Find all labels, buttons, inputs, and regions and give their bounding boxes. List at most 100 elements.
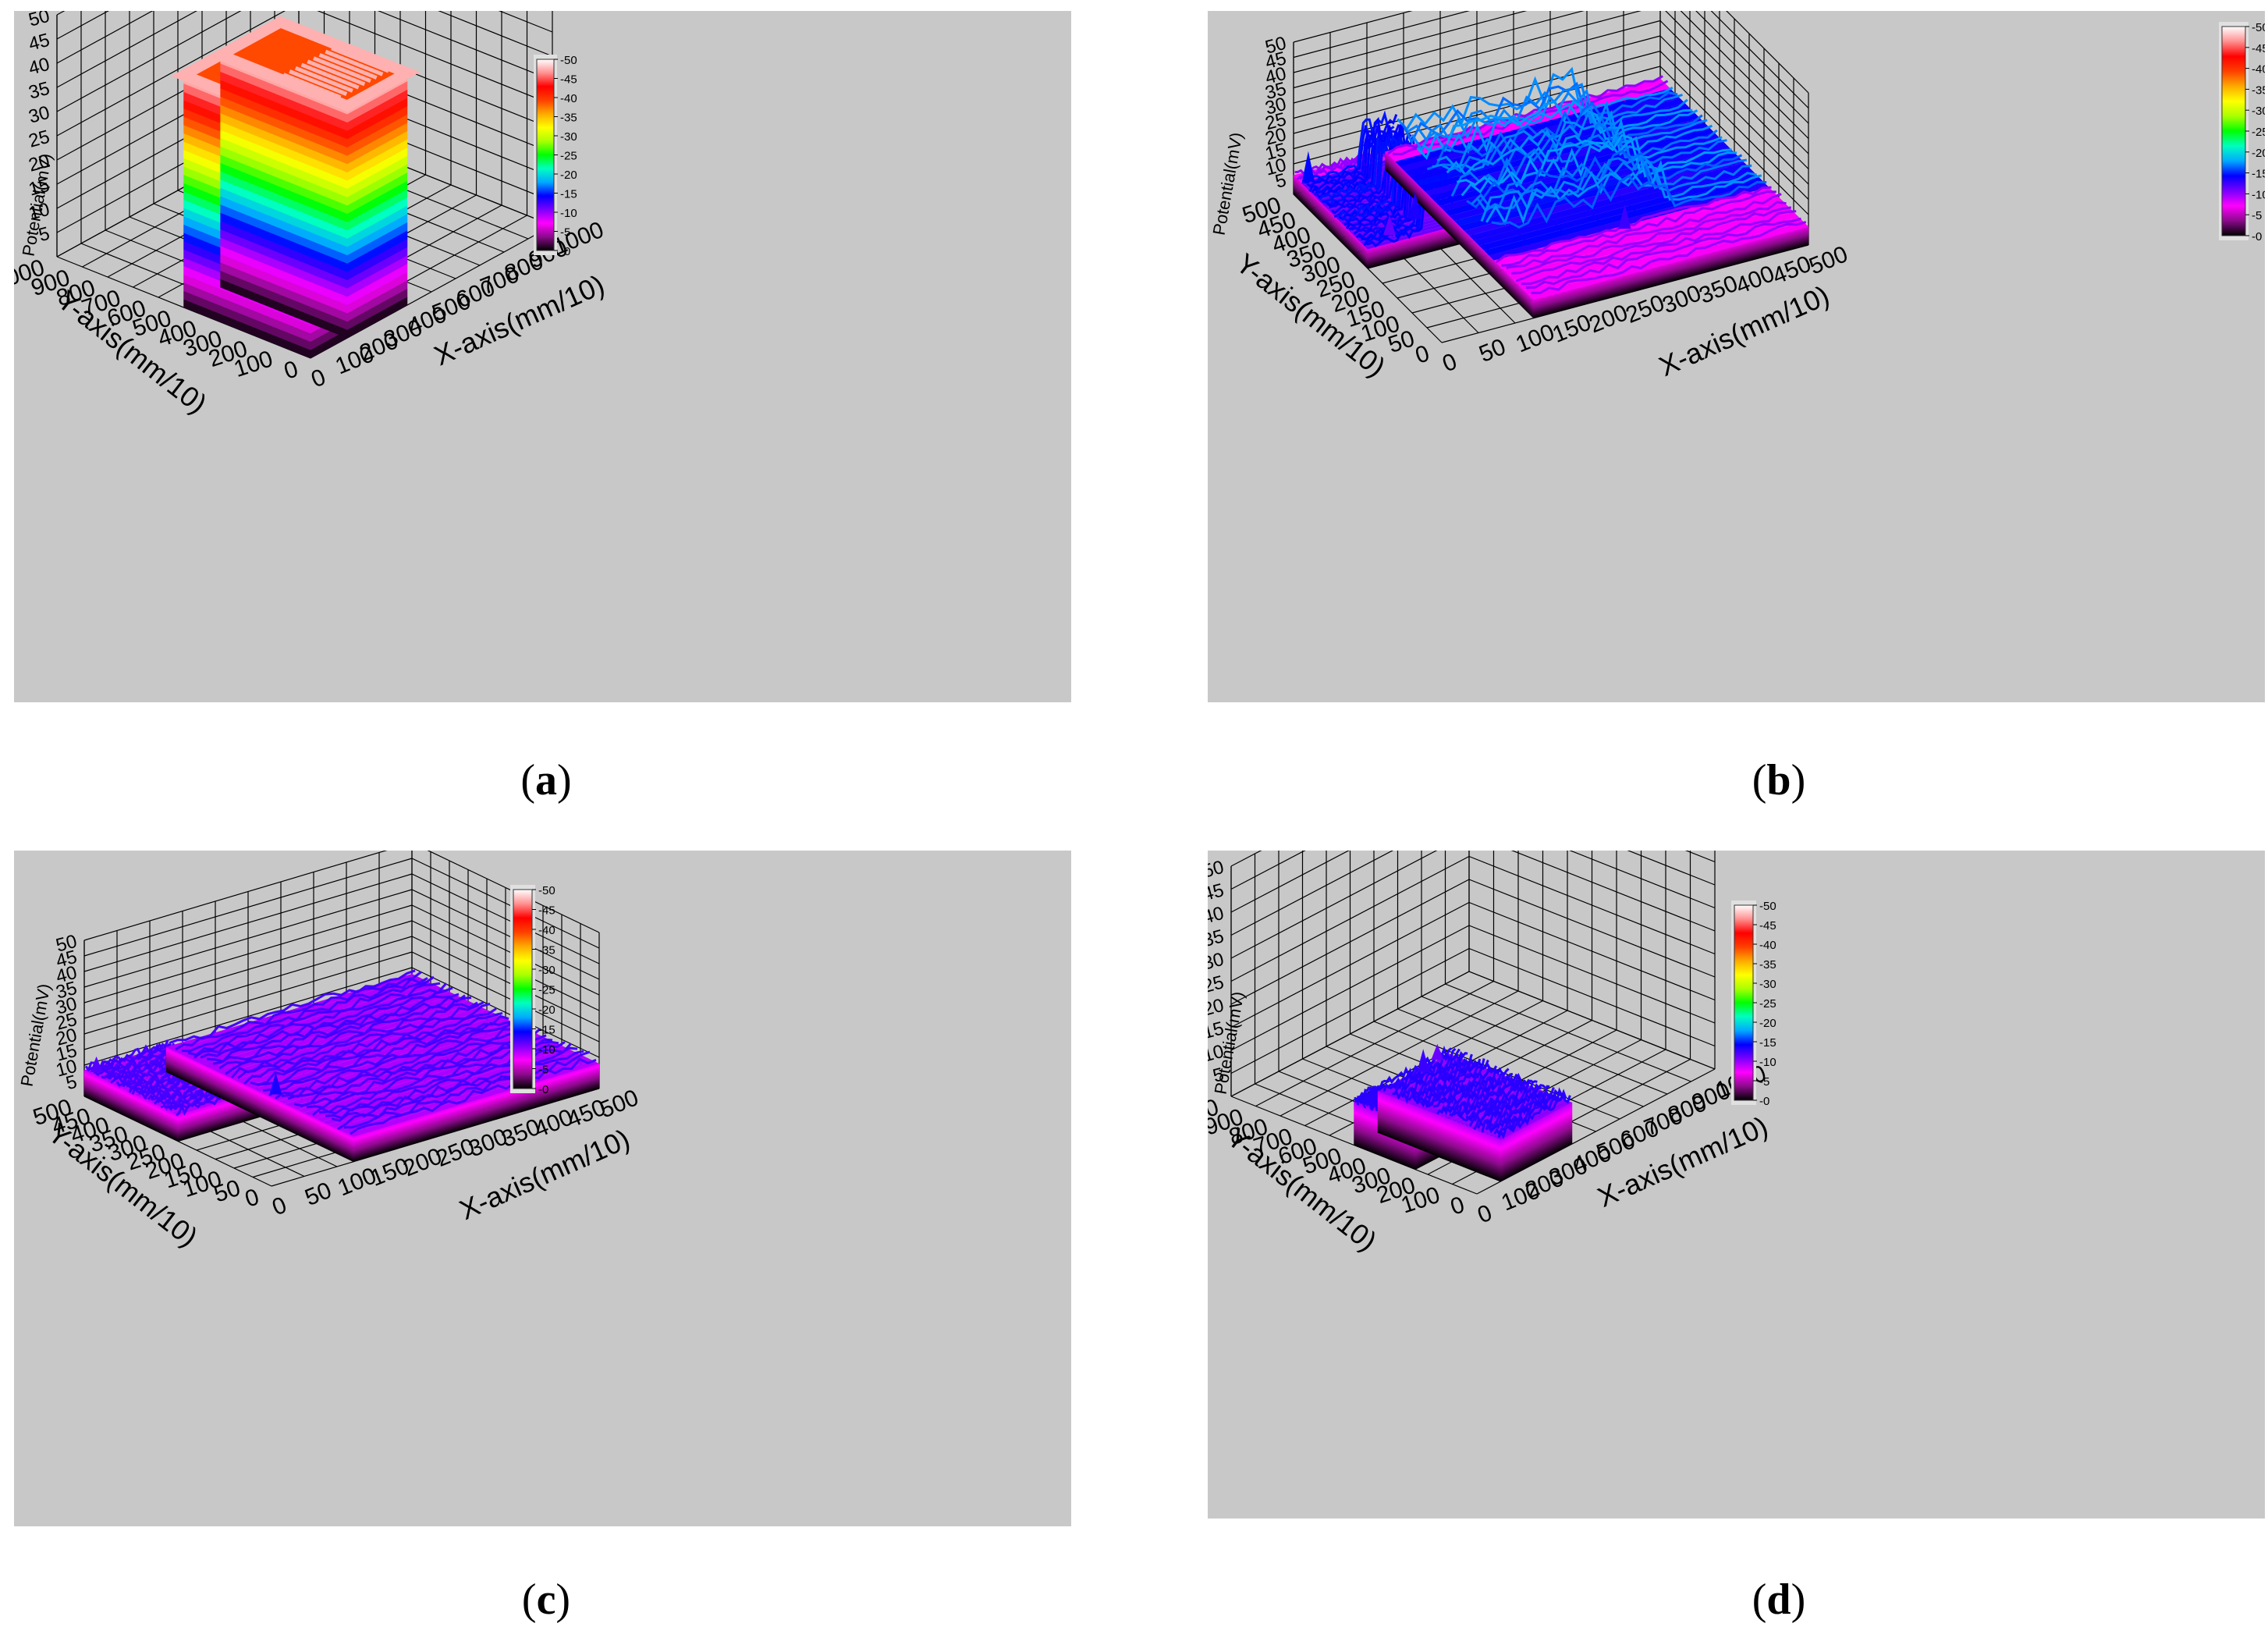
- colorbar-tick-label: -50: [560, 54, 577, 67]
- surface-b-main-top-cell: [1478, 172, 1759, 250]
- side-wall-hline-9: [1710, 11, 1809, 108]
- surface-spike: [1408, 191, 1421, 219]
- colorbar-tick-label: -30: [2252, 105, 2265, 118]
- surface-b-main-top-cell: [1464, 157, 1744, 236]
- back-wall-hline-6: [1293, 11, 1642, 104]
- colorbar-tick-label: -50: [2252, 21, 2265, 34]
- back-wall-hline-9: [56, 11, 109, 40]
- back-wall-hline-9: [1293, 11, 1471, 59]
- surface-b-main-top-cell: [1474, 167, 1755, 246]
- side-wall-hline-5: [317, 11, 553, 105]
- chart-panel-d: 0100200300400500600700800900100001002003…: [1208, 851, 2265, 1519]
- colorbar: [513, 889, 533, 1089]
- colorbar-tick-label: -20: [560, 169, 577, 182]
- surface-spike: [269, 1072, 282, 1095]
- x-tick-label: 1000: [549, 217, 607, 261]
- side-wall-hline-5: [411, 920, 600, 1011]
- surface-b-main-top-ridge: [1411, 88, 1688, 152]
- y-tick-label: 0: [281, 356, 301, 385]
- chart-b: 0 50 1001502002503003504004505000501001502…: [1209, 11, 2265, 383]
- z-tick-label: 40: [1208, 903, 1226, 929]
- caption-a-letter: a: [535, 756, 557, 805]
- surface-c-main-top-ridge: [281, 1026, 528, 1098]
- colorbar-tick-label: -25: [2252, 126, 2265, 139]
- chart-d: 0100200300400500600700800900100001002003…: [1208, 851, 1776, 1257]
- colorbar-tick-label: -35: [2252, 83, 2265, 97]
- side-wall-hline-6: [1510, 851, 1716, 932]
- colorbar-tick-label: -40: [1759, 939, 1776, 952]
- floor-grid-y-10: [1230, 971, 1470, 1097]
- surface-spike: [1417, 1049, 1430, 1072]
- colorbar-tick-label: -30: [538, 964, 555, 977]
- colorbar-tick-label: -50: [538, 884, 555, 897]
- surface-c-main-top-ridge: [193, 982, 441, 1059]
- surface-b-main-top-ridge: [1501, 190, 1776, 267]
- surface-b-main-top-ridge: [1456, 133, 1732, 187]
- surface-c-main-top-ridge: [181, 977, 428, 1053]
- surface-d-main-top-ridge: [1497, 1094, 1571, 1140]
- surface-b-main-top-ridge: [1531, 221, 1807, 294]
- side-wall-hline-7: [411, 889, 600, 980]
- surface-d-main-top-ridge: [1415, 1059, 1489, 1105]
- z-tick-label: 35: [1208, 925, 1226, 951]
- surface-c-main-top-ridge: [287, 1026, 534, 1100]
- side-wall-hline-7: [1680, 11, 1809, 139]
- block-a-comb: [312, 56, 371, 83]
- colorbar-tick-label: -5: [560, 226, 570, 240]
- colorbar-tick-label: -45: [538, 904, 555, 918]
- colorbar-tick-label: -35: [538, 944, 555, 957]
- surface-spike: [1618, 204, 1631, 229]
- surface-d-main-top-ridge: [1493, 1089, 1567, 1137]
- surface-b-main-top-cell: [1528, 222, 1808, 300]
- z-tick-label: 50: [1208, 857, 1226, 883]
- side-wall-hline-6: [377, 11, 553, 81]
- x-tick-label: 500: [1805, 241, 1851, 279]
- surface-b-main-top-cell: [1499, 192, 1779, 271]
- back-wall-hline-6: [1230, 851, 1438, 959]
- caption-c: (c): [521, 1575, 571, 1624]
- surface-b-main-top-ridge: [1461, 136, 1737, 197]
- x-tick-label: 0: [268, 1192, 290, 1221]
- floor-grid-y-8: [1280, 990, 1519, 1117]
- caption-b-letter: b: [1766, 756, 1791, 805]
- colorbar-tick-label: -15: [538, 1024, 555, 1037]
- side-wall-hline-8: [1627, 851, 1716, 886]
- side-wall-hline-5: [1468, 855, 1716, 955]
- surface-d-main-top-ridge: [1407, 1058, 1482, 1101]
- colorbar-tick-label: -0: [1759, 1095, 1769, 1108]
- chart-c: 0 501001502002503003504004505000501001502…: [17, 851, 642, 1253]
- colorbar-tick-label: -25: [1759, 997, 1776, 1011]
- surface-b-main-top-ridge: [1525, 217, 1801, 290]
- floor-grid-x-10: [1468, 971, 1716, 1070]
- surface-d-main-top-ridge: [1411, 1058, 1485, 1103]
- chart-panel-b: 0 50 100 150 200 250 300 350 400 450 500 0 50 100 150 2…: [1208, 11, 2265, 702]
- colorbar-tick-label: -35: [560, 112, 577, 125]
- colorbar-tick-label: -15: [1759, 1036, 1776, 1050]
- surface-c-main-top-ridge: [300, 1034, 547, 1108]
- block-a-comb: [300, 62, 360, 90]
- floor-grid-x-8: [1421, 996, 1668, 1095]
- z-tick-label: 30: [1208, 949, 1226, 975]
- surface-b-main-top-ridge: [1510, 201, 1787, 275]
- colorbar-tick-label: -35: [1759, 958, 1776, 972]
- back-wall-hline-5: [1230, 855, 1470, 982]
- surface-c-main-top-ridge: [256, 1011, 503, 1085]
- colorbar-tick-label: -15: [560, 188, 577, 201]
- floor-grid-x-7: [1397, 1008, 1644, 1107]
- back-wall-hline-10: [1293, 11, 1413, 43]
- back-wall-hline-5: [83, 920, 413, 1019]
- side-wall-hline-6: [411, 904, 600, 996]
- block-a-comb: [289, 69, 348, 96]
- back-wall-hline-5: [1293, 20, 1661, 119]
- surface-c-main-top-ridge: [225, 996, 472, 1075]
- surface-b-main-top-ridge: [1416, 100, 1693, 160]
- surface-c-back-top-ridge: [94, 1047, 179, 1077]
- chart-panel-a: 0100200300400500600700800900100001002003…: [14, 11, 1071, 702]
- colorbar-tick-label: -20: [1759, 1017, 1776, 1030]
- surface-b-main-top-ridge: [1521, 210, 1797, 286]
- surface-b-main-top-ridge: [1407, 83, 1683, 141]
- surface-c-main-top-ridge: [350, 1057, 597, 1135]
- colorbar-tick-label: -30: [560, 130, 577, 144]
- colorbar-tick-label: -45: [1759, 919, 1776, 932]
- side-wall-hline-8: [498, 11, 553, 33]
